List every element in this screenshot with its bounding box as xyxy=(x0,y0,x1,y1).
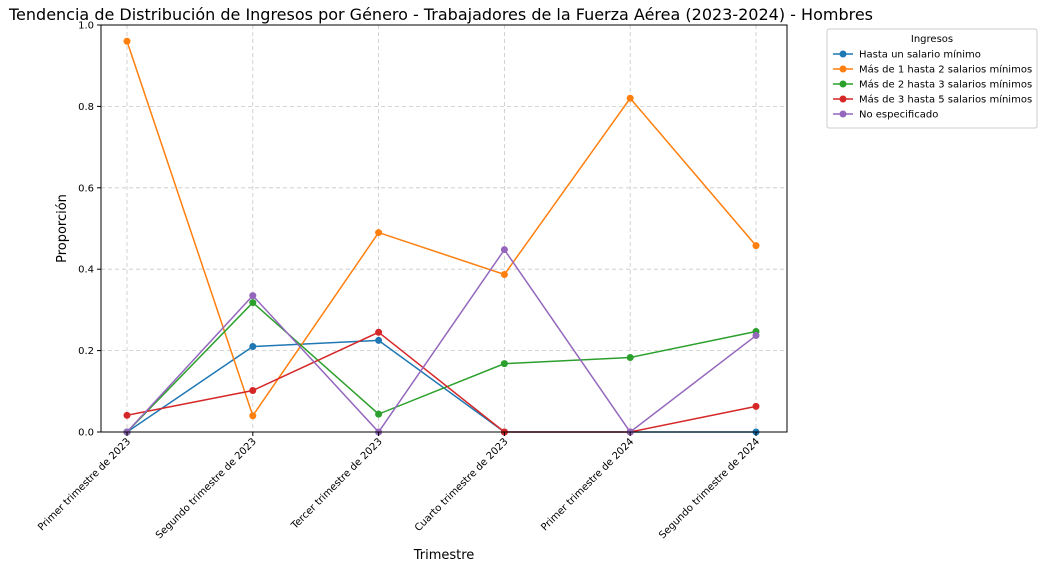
plot-frame xyxy=(100,24,788,433)
x-tick-label: Tercer trimestre de 2023 xyxy=(289,436,385,532)
legend-item: Más de 2 hasta 3 salarios mínimos xyxy=(833,79,1032,91)
x-tick-label: Cuarto trimestre de 2023 xyxy=(413,436,511,534)
series-2 xyxy=(123,37,760,420)
legend-title: Ingresos xyxy=(911,34,953,45)
grid xyxy=(101,24,787,433)
series-layer xyxy=(123,37,760,436)
series-3 xyxy=(123,299,760,436)
x-tick-label: Primer trimestre de 2024 xyxy=(539,436,636,533)
x-axis-label: Trimestre xyxy=(413,548,475,563)
legend-item: No especificado xyxy=(833,110,938,121)
legend-item: Más de 1 hasta 2 salarios mínimos xyxy=(833,64,1032,76)
y-tick-label: 0.4 xyxy=(78,265,94,276)
data-point xyxy=(500,360,508,368)
legend-swatch-marker xyxy=(839,50,847,58)
legend-label: Más de 2 hasta 3 salarios mínimos xyxy=(859,79,1032,91)
series-1 xyxy=(123,336,760,436)
data-point xyxy=(249,299,257,307)
legend-swatch-marker xyxy=(839,65,847,73)
legend-item: Más de 3 hasta 5 salarios mínimos xyxy=(833,94,1032,106)
data-point xyxy=(752,332,760,340)
legend-items: Hasta un salario mínimo Más de 1 hasta 2 … xyxy=(833,49,1032,121)
x-tick-label: Segundo trimestre de 2023 xyxy=(154,436,259,541)
data-point xyxy=(249,412,257,420)
y-axis-label: Proporción xyxy=(55,194,70,263)
series-line xyxy=(126,331,757,433)
series-line xyxy=(126,339,756,433)
data-point xyxy=(626,94,634,102)
series-line xyxy=(126,301,757,433)
data-point xyxy=(375,229,383,237)
legend-label: No especificado xyxy=(859,110,938,121)
legend: Ingresos Hasta un salario mínimo Más de 1… xyxy=(826,28,1038,129)
series-5 xyxy=(123,246,760,436)
y-tick-label: 0.8 xyxy=(78,102,94,113)
data-point xyxy=(123,411,131,419)
y-tick-label: 0.0 xyxy=(78,428,94,439)
data-point xyxy=(249,343,257,351)
legend-label: Más de 3 hasta 5 salarios mínimos xyxy=(859,94,1032,106)
x-tick-label: Segundo trimestre de 2024 xyxy=(657,436,762,541)
data-point xyxy=(626,354,634,362)
legend-label: Hasta un salario mínimo xyxy=(859,49,981,61)
y-tick-label: 0.6 xyxy=(78,183,94,194)
legend-swatch-marker xyxy=(839,110,847,118)
series-4 xyxy=(123,328,760,436)
x-tick-label: Primer trimestre de 2023 xyxy=(36,436,133,533)
y-tick-label: 0.2 xyxy=(78,346,94,357)
series-line xyxy=(126,41,757,418)
data-point xyxy=(500,270,508,278)
series-line xyxy=(126,248,757,434)
chart-title: Tendencia de Distribución de Ingresos po… xyxy=(8,5,873,24)
axes: 0.0 0.2 0.4 0.6 0.8 1.0 Primer trimestre de 20… xyxy=(36,21,762,542)
data-point xyxy=(752,242,760,250)
legend-swatch-marker xyxy=(839,80,847,88)
legend-label: Más de 1 hasta 2 salarios mínimos xyxy=(859,64,1032,76)
data-point xyxy=(249,386,257,394)
data-point xyxy=(375,328,383,336)
legend-item: Hasta un salario mínimo xyxy=(833,49,981,61)
legend-swatch-marker xyxy=(839,95,847,103)
data-point xyxy=(375,336,383,344)
data-point xyxy=(752,402,760,410)
data-point xyxy=(123,37,131,45)
y-tick-label: 1.0 xyxy=(78,21,94,32)
data-point xyxy=(500,246,508,254)
legend-box xyxy=(826,28,1038,129)
data-point xyxy=(249,292,257,300)
data-point xyxy=(375,410,383,418)
